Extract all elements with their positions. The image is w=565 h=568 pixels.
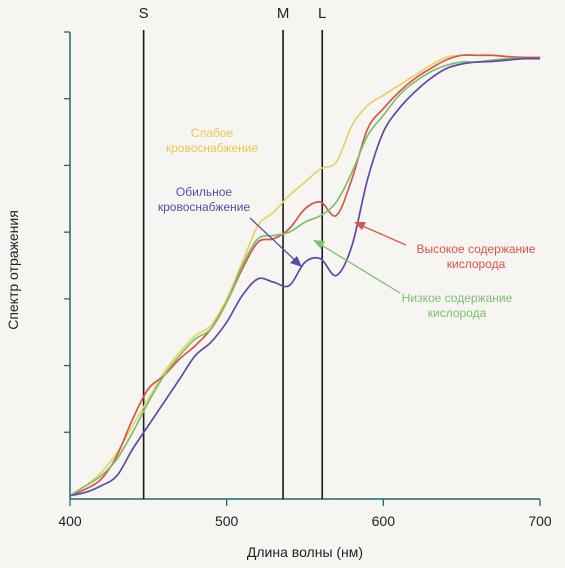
annotation-low-oxygen-line2: кислорода [428,306,487,320]
y-ticks [64,31,70,433]
annotation-high-oxygen-line2: кислорода [447,257,506,271]
annotation-high-oxygen: Высокое содержание кислорода [354,222,536,271]
cone-label-m: M [277,5,290,22]
x-ticks: 400 500 600 700 [58,499,552,529]
annotation-high-oxygen-line1: Высокое содержание [416,242,535,256]
series-line-low-oxygen [69,57,540,497]
cone-label-l: L [318,5,326,22]
annotation-low-perfusion-line2: кровоснабжение [166,141,259,155]
series-lines [69,54,541,497]
annotation-high-oxygen-arrowhead [354,222,366,230]
x-tick-label-400: 400 [58,513,82,529]
axes [69,32,540,500]
annotation-low-oxygen-line1: Низкое содержание [402,291,513,305]
x-tick-label-600: 600 [372,513,396,529]
annotation-high-perfusion: Обильное кровоснабжение [158,185,302,267]
annotation-low-perfusion: Слабое кровоснабжение [166,126,259,155]
annotation-low-perfusion-line1: Слабое [191,126,234,140]
x-axis-label: Длина волны (нм) [247,544,363,560]
annotation-high-oxygen-arrow [357,223,407,246]
annotation-high-perfusion-arrow [249,217,300,265]
x-tick-label-700: 700 [528,513,552,529]
annotation-high-perfusion-arrowhead [290,256,302,267]
x-tick-label-500: 500 [215,513,239,529]
cone-label-s: S [139,5,149,22]
annotation-low-oxygen-arrowhead [313,240,325,249]
annotation-low-oxygen: Низкое содержание кислорода [313,240,513,320]
series-line-high-oxygen [69,54,541,497]
annotation-high-perfusion-line2: кровоснабжение [158,200,251,214]
series-line-high-perfusion [69,57,541,497]
annotation-low-oxygen-arrow [317,242,401,294]
series-line-low-perfusion [69,54,541,497]
annotation-high-perfusion-line1: Обильное [176,185,232,199]
y-axis-label: Спектр отражения [5,210,21,330]
